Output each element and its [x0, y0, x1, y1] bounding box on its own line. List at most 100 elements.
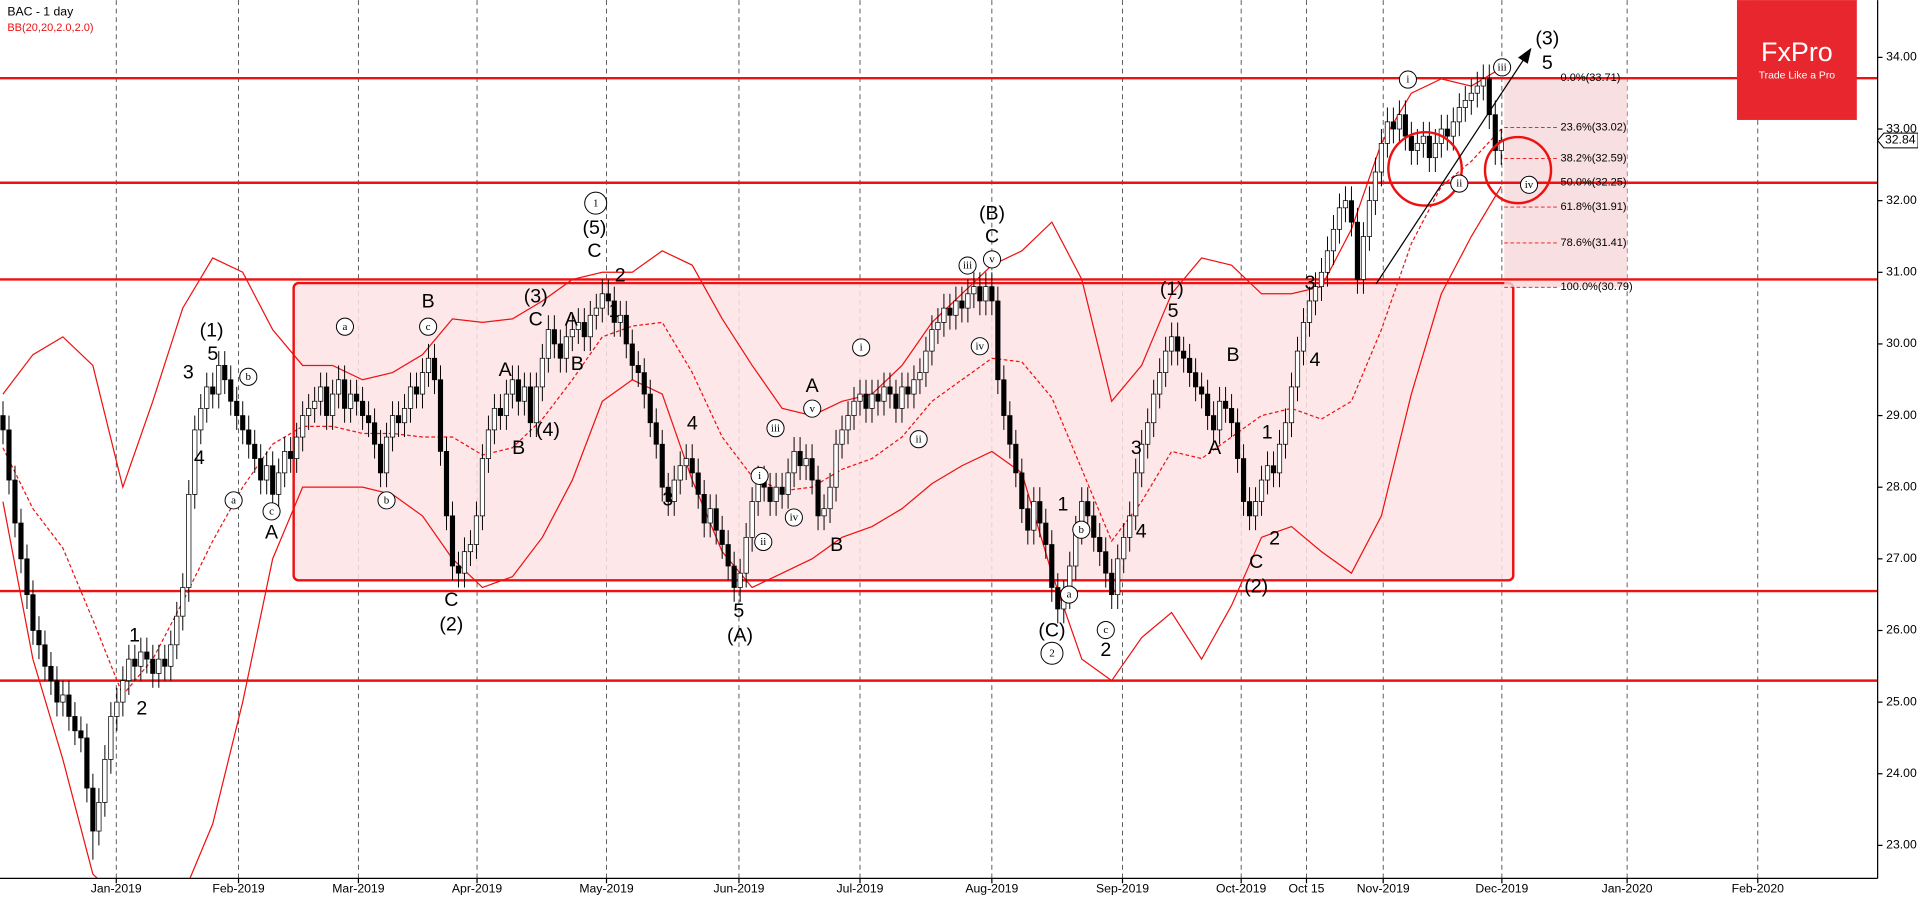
- candle-body: [1139, 443, 1145, 474]
- x-tick-label: Dec-2019: [1475, 882, 1528, 896]
- candle-body: [1031, 501, 1037, 531]
- candle-body: [719, 529, 725, 545]
- candle-body: [1157, 372, 1163, 395]
- wave-circled-label: 2: [1049, 647, 1055, 659]
- candle-body: [743, 536, 749, 574]
- wave-circled-label: a: [231, 495, 236, 507]
- candle-body: [12, 479, 18, 524]
- candle-body: [168, 644, 174, 667]
- candle-body: [1372, 171, 1378, 202]
- y-tick-label: 26.00: [1886, 623, 1917, 637]
- candle-body: [461, 551, 468, 574]
- candle-body: [228, 379, 234, 402]
- candle-body: [1276, 443, 1283, 474]
- candle-body: [1402, 114, 1408, 137]
- candle-body: [449, 515, 456, 567]
- candle-body: [677, 465, 683, 481]
- candle-body: [1007, 415, 1013, 445]
- wave-circle: [584, 191, 608, 215]
- candle-body: [1151, 393, 1157, 424]
- wave-circle: [784, 508, 803, 527]
- wave-label: A: [565, 309, 579, 331]
- candle-body: [1294, 350, 1301, 388]
- wave-label: 4: [194, 447, 205, 469]
- candle-body: [689, 458, 695, 474]
- y-tick-label: 31.00: [1886, 265, 1917, 279]
- candle-body: [1270, 465, 1277, 474]
- candle-body: [599, 293, 605, 309]
- candle-body: [653, 422, 659, 445]
- wave-label: 1: [1262, 421, 1273, 443]
- candle-body: [989, 286, 995, 302]
- wave-label: (A): [727, 624, 753, 646]
- candle-body: [647, 393, 653, 424]
- wave-label: 5: [733, 600, 744, 622]
- candle-body: [198, 408, 204, 431]
- indicator-label: BB(20,20,2.0,2.0): [7, 22, 93, 34]
- candle-body: [1360, 236, 1366, 280]
- wave-circle: [377, 491, 396, 510]
- candle-body: [1103, 551, 1109, 574]
- fib-label: 38.2%(32.59): [1561, 152, 1627, 164]
- candle-body: [1462, 100, 1468, 108]
- wave-label: 1: [609, 300, 620, 322]
- candle-body: [959, 300, 965, 309]
- candle-body: [869, 393, 875, 409]
- trend-arrow: [1375, 54, 1528, 285]
- candle-body: [1408, 135, 1414, 151]
- candle-body: [617, 314, 623, 323]
- wave-label: 5: [1542, 52, 1553, 74]
- candle-body: [473, 515, 480, 545]
- candle-body: [1109, 572, 1115, 596]
- wave-label: A: [1208, 437, 1222, 459]
- wave-label: B: [830, 534, 843, 556]
- candle-body: [665, 486, 671, 502]
- candle-body: [809, 458, 815, 481]
- candle-body: [246, 429, 252, 445]
- candle-body: [366, 415, 372, 424]
- candle-body: [479, 458, 486, 517]
- candle-body: [695, 472, 701, 495]
- candle-body: [911, 379, 917, 395]
- y-tick-label: 34.00: [1886, 50, 1917, 64]
- candle-body: [563, 336, 569, 359]
- candle-body: [1450, 121, 1456, 137]
- candle-body: [318, 386, 324, 402]
- candle-body: [983, 286, 989, 302]
- candle-body: [1468, 92, 1474, 101]
- candle-body: [342, 379, 348, 409]
- fib-label: 50.0%(32.25): [1561, 177, 1627, 189]
- y-tick-label: 24.00: [1886, 766, 1917, 780]
- logo-brand: FxPro: [1761, 37, 1833, 67]
- candle-body: [1246, 501, 1253, 517]
- candle-body: [1169, 336, 1175, 352]
- y-tick-label: 25.00: [1886, 694, 1917, 708]
- candle-body: [1193, 372, 1199, 388]
- candle-body: [1312, 286, 1319, 302]
- candle-body: [371, 422, 378, 445]
- candle-body: [1342, 200, 1349, 209]
- x-tick-label: Apr-2019: [452, 882, 502, 896]
- candle-body: [1211, 415, 1217, 431]
- wave-label: (1): [200, 320, 224, 342]
- wave-label: 3: [1305, 272, 1316, 294]
- wave-label: C: [529, 309, 543, 331]
- candle-body: [144, 651, 150, 660]
- candle-body: [977, 286, 983, 302]
- candle-body: [1235, 422, 1241, 459]
- wave-label: 3: [183, 361, 194, 383]
- candle-body: [90, 787, 96, 832]
- wave-circled-label: v: [989, 254, 995, 266]
- candle-body: [947, 307, 953, 316]
- candle-body: [431, 357, 438, 381]
- candle-body: [234, 400, 240, 416]
- x-tick-label: Jun-2019: [713, 882, 764, 896]
- candle-body: [1420, 135, 1426, 144]
- candle-body: [1492, 114, 1498, 151]
- candle-body: [1330, 228, 1337, 252]
- candle-body: [1019, 472, 1025, 510]
- wave-circle: [224, 491, 243, 510]
- candle-body: [1414, 142, 1420, 151]
- wave-circle: [1493, 58, 1512, 77]
- candle-body: [1426, 135, 1432, 159]
